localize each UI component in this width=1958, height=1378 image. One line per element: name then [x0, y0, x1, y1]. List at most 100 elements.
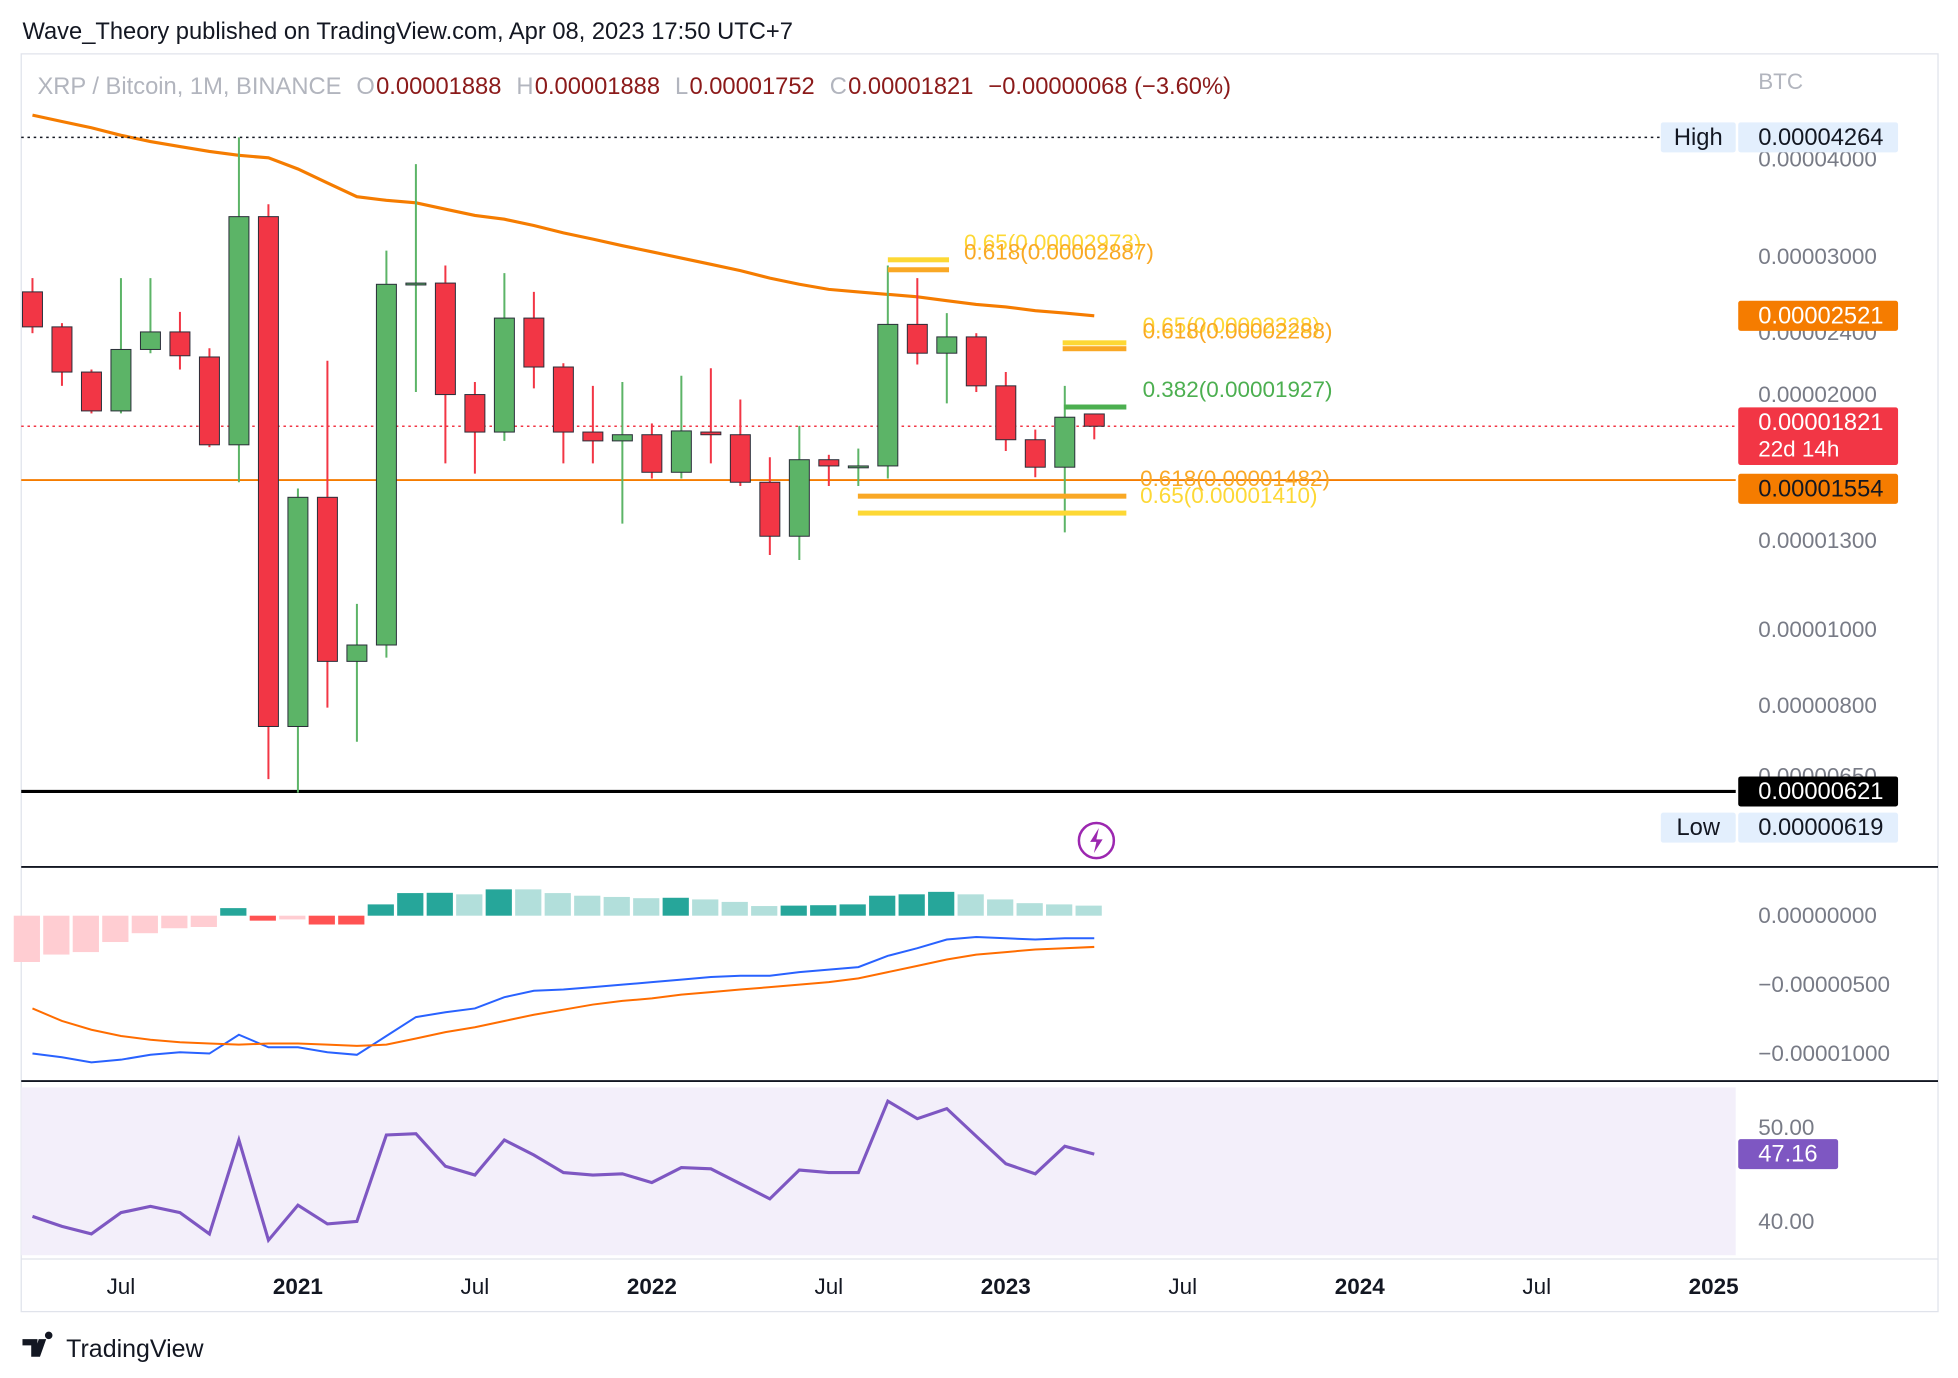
- y-tick-label: 0.00002000: [1758, 382, 1877, 407]
- y-tick-label: 0.00003000: [1758, 244, 1877, 269]
- candle-body: [552, 366, 574, 433]
- legend-item: L: [675, 73, 688, 100]
- price-tag: [1738, 300, 1899, 331]
- y-tick-label: 0.00001000: [1758, 617, 1877, 642]
- macd-histogram-bar: [574, 895, 601, 916]
- candle-body: [316, 496, 338, 662]
- macd-histogram-bar: [928, 891, 955, 916]
- fib-level-line: [857, 493, 1127, 499]
- x-tick-label: Jul: [1522, 1274, 1551, 1299]
- macd-histogram-bar: [367, 904, 394, 916]
- fib-level-label: 0.65(0.00002973): [964, 230, 1141, 255]
- candle-body: [434, 282, 456, 396]
- candle-body: [21, 291, 43, 328]
- macd-histogram-bar: [721, 901, 748, 916]
- fib-level-line: [887, 267, 950, 273]
- candle-body: [405, 282, 427, 286]
- candle-body: [729, 434, 751, 483]
- indicator-icon: [1077, 821, 1116, 860]
- macd-histogram-bar: [426, 892, 453, 916]
- macd-histogram-bar: [161, 915, 188, 929]
- legend-item: H: [516, 73, 533, 100]
- candle-body: [80, 371, 102, 412]
- legend-item: −0.00000068 (−3.60%): [988, 73, 1231, 100]
- macd-histogram-bar: [544, 893, 571, 916]
- footer-brand: TradingView: [66, 1335, 204, 1363]
- candle-body: [375, 283, 397, 646]
- macd-histogram-bar: [987, 899, 1014, 916]
- macd-line: [32, 936, 1095, 1064]
- candle-body: [936, 336, 958, 354]
- fib-level-line: [1063, 404, 1127, 410]
- macd-histogram-bar: [456, 894, 483, 916]
- macd-histogram-bar: [308, 915, 335, 925]
- candle-body: [1024, 439, 1046, 468]
- macd-histogram-bar: [633, 898, 660, 916]
- price-tag-title-box: [1660, 122, 1736, 153]
- price-tag-label: 0.00001554: [1758, 475, 1883, 502]
- macd-histogram-bar: [397, 893, 424, 916]
- macd-histogram-bar: [279, 915, 306, 920]
- legend-item: O: [356, 73, 374, 100]
- rsi-line: [31, 1098, 1095, 1244]
- macd-histogram-bar: [869, 895, 896, 916]
- candle-body: [995, 385, 1017, 441]
- macd-histogram-bar: [515, 889, 542, 916]
- candle-body: [523, 317, 545, 368]
- macd-histogram-bar: [72, 915, 99, 953]
- x-tick-label: 2023: [981, 1274, 1031, 1299]
- candle-body: [788, 459, 810, 537]
- y-tick-label: −0.00000500: [1758, 972, 1890, 997]
- x-tick-label: Jul: [461, 1274, 490, 1299]
- chart-frame: [20, 53, 1939, 1313]
- y-tick-label: 40.00: [1758, 1209, 1814, 1234]
- price-tag-title: Low: [1677, 814, 1721, 841]
- candle-body: [198, 356, 220, 446]
- fib-level-line: [857, 510, 1127, 516]
- macd-histogram-bar: [102, 915, 129, 943]
- candle-body: [641, 434, 663, 473]
- macd-histogram-bar: [13, 915, 40, 963]
- candle-body: [700, 431, 722, 436]
- candle-body: [228, 216, 250, 446]
- x-tick-label: 2024: [1335, 1274, 1385, 1299]
- candle-body: [670, 430, 692, 473]
- macd-histogram-bar: [43, 915, 70, 955]
- price-tag-label: 0.00000621: [1758, 778, 1883, 805]
- candle-body: [346, 644, 368, 662]
- fib-level-line: [1062, 346, 1127, 352]
- macd-histogram-bar: [1075, 905, 1102, 916]
- logo-mark: [22, 1331, 53, 1357]
- candle-body: [493, 317, 515, 433]
- legend-item: 0.00001752: [689, 73, 814, 100]
- macd-histogram-bar: [898, 894, 925, 916]
- macd-histogram-bar: [190, 915, 217, 927]
- macd-histogram-bar: [485, 889, 512, 916]
- candle-body: [464, 394, 486, 433]
- publisher-header: Wave_Theory published on TradingView.com…: [22, 18, 792, 45]
- candle-body: [169, 331, 191, 357]
- price-tag: [1738, 776, 1899, 807]
- price-tag-countdown: 22d 14h: [1758, 436, 1839, 461]
- y-tick-label: 0.00000000: [1758, 903, 1877, 928]
- macd-histogram-bar: [662, 897, 689, 916]
- icon-bolt: [1090, 828, 1103, 854]
- fib-level-label: 0.618(0.00001482): [1140, 466, 1330, 491]
- candle-body: [110, 348, 132, 412]
- fib-level-label: 0.65(0.00002328): [1143, 313, 1320, 338]
- candle-body: [877, 323, 899, 467]
- rsi-value-tag: [1738, 1139, 1839, 1170]
- price-tag-title-box: [1660, 812, 1736, 843]
- macd-histogram-bar: [692, 899, 719, 916]
- rsi-band: [21, 1087, 1736, 1256]
- x-tick-label: Jul: [1168, 1274, 1197, 1299]
- candle-body: [1054, 416, 1076, 468]
- x-tick-label: 2025: [1689, 1274, 1739, 1299]
- price-tag-label: 0.00004264: [1758, 124, 1883, 151]
- y-tick-label: 0.00001300: [1758, 528, 1877, 553]
- legend-item: 0.00001821: [848, 73, 973, 100]
- legend-item: C: [830, 73, 847, 100]
- x-tick-label: 2021: [273, 1274, 323, 1299]
- price-tag-label: 0.00002521: [1758, 302, 1883, 329]
